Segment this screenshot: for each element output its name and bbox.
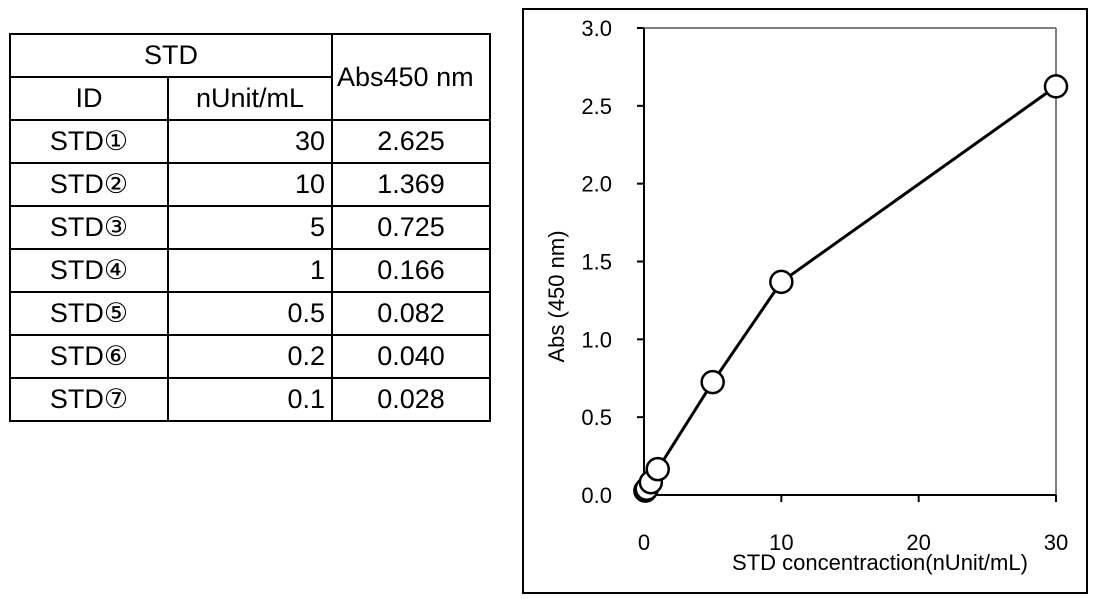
table-cell-id: STD⑤ (9, 291, 169, 336)
table-cell-conc: 0.2 (167, 334, 333, 379)
x-tick-label: 30 (1044, 530, 1068, 555)
table-cell-conc: 5 (167, 205, 333, 250)
table-group-header: STD (9, 33, 333, 78)
x-tick-label: 10 (769, 530, 793, 555)
table-cell-id: STD① (9, 119, 169, 164)
table-row: STD⑤ 0.5 0.082 (9, 291, 491, 336)
table-header-conc: nUnit/mL (167, 76, 333, 121)
table-cell-abs: 0.725 (331, 205, 491, 250)
y-tick-label: 3.0 (581, 16, 612, 41)
y-tick-label: 0.5 (581, 405, 612, 430)
std-table: STD Abs450 nm ID nUnit/mL STD① 30 2.625 … (9, 33, 491, 422)
table-row: STD⑥ 0.2 0.040 (9, 334, 491, 379)
table-cell-conc: 0.5 (167, 291, 333, 336)
standard-curve-chart: 0.0 0.5 1.0 1.5 2.0 2.5 3.0 0 10 20 30 STD concentr… (544, 16, 1069, 575)
data-point (700, 369, 725, 395)
table-cell-id: STD⑦ (9, 377, 169, 422)
y-axis-title: Abs (450 nm) (544, 230, 569, 362)
table-subheader-row: ID nUnit/mL (9, 76, 490, 121)
y-tick-label: 0.0 (581, 483, 612, 508)
table-cell-id: STD② (9, 162, 169, 207)
table-cell-conc: 30 (167, 119, 333, 164)
table-cell-abs: 0.082 (331, 291, 491, 336)
y-tick-label: 1.0 (581, 327, 612, 352)
table-row: STD③ 5 0.725 (9, 205, 491, 250)
table-cell-id: STD④ (9, 248, 169, 293)
x-tick-label: 0 (638, 530, 650, 555)
y-tick-label: 2.5 (581, 94, 612, 119)
table-header-id: ID (9, 76, 169, 121)
data-point (769, 269, 794, 295)
table-cell-abs: 1.369 (331, 162, 491, 207)
table-cell-conc: 10 (167, 162, 333, 207)
chart-frame: 0.0 0.5 1.0 1.5 2.0 2.5 3.0 0 10 20 30 STD concentr… (522, 8, 1088, 594)
data-point (1043, 74, 1069, 99)
x-axis-title: STD concentraction(nUnit/mL) (732, 550, 1028, 575)
series-line (644, 85, 1057, 492)
table-cell-abs: 2.625 (331, 119, 491, 164)
table-cell-conc: 1 (167, 248, 333, 293)
y-tick-label: 1.5 (581, 250, 612, 275)
table-row: STD⑦ 0.1 0.028 (9, 377, 491, 422)
table-row: STD① 30 2.625 (9, 119, 491, 164)
table-header-row: STD Abs450 nm (9, 33, 491, 121)
table-row: STD② 10 1.369 (9, 162, 491, 207)
table-header-abs: Abs450 nm (331, 33, 491, 121)
y-tick-label: 2.0 (581, 172, 612, 197)
table-cell-abs: 0.028 (331, 377, 491, 422)
table-cell-id: STD③ (9, 205, 169, 250)
table-cell-abs: 0.040 (331, 334, 491, 379)
x-tick-label: 20 (906, 530, 930, 555)
table-cell-id: STD⑥ (9, 334, 169, 379)
table-row: STD④ 1 0.166 (9, 248, 491, 293)
table-cell-abs: 0.166 (331, 248, 491, 293)
data-point (645, 456, 670, 482)
table-cell-conc: 0.1 (167, 377, 333, 422)
